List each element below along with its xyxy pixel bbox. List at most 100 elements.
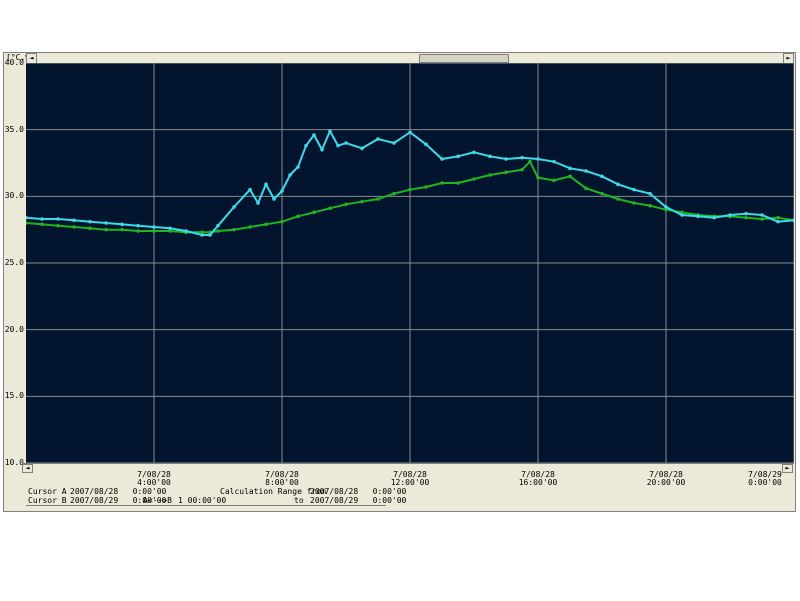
series-1-point: [552, 159, 556, 164]
series-2-point: [520, 167, 524, 172]
series-2-point: [424, 185, 428, 189]
x-tick-time: 4:00'00: [137, 478, 171, 487]
series-1-point: [648, 191, 652, 196]
y-tick-label: 30.0: [4, 191, 24, 201]
series-1-point: [376, 137, 380, 141]
series-2-point: [40, 222, 44, 227]
series-2-point: [552, 178, 556, 183]
series-1-point: [288, 173, 292, 177]
series-2-point: [584, 186, 588, 191]
series-1-point: [616, 182, 620, 187]
bottom-scrollbar[interactable]: ◄ ►: [22, 463, 794, 473]
series-2-point: [456, 181, 460, 185]
x-tick-label: 7/08/28 8:00'00: [252, 471, 312, 487]
series-2-point: [536, 175, 540, 180]
series-2-point: [328, 206, 332, 211]
series-1-point: [280, 189, 284, 193]
plot-area[interactable]: [26, 63, 794, 463]
series-1-point: [26, 215, 28, 220]
series-2-point: [528, 159, 532, 164]
y-tick-label: 40.0: [4, 58, 24, 67]
series-1-point: [712, 215, 716, 220]
x-tick-time: 0:00'00: [748, 478, 782, 487]
x-tick-date: 7/08/28: [393, 470, 427, 479]
series-1-point: [568, 166, 572, 171]
series-2-point: [376, 197, 380, 201]
series-1-point: [216, 223, 220, 228]
x-tick-date: 7/08/28: [265, 470, 299, 479]
cursor-a-value: 2007/08/28 0:00'00: [70, 487, 167, 496]
series-1-point: [696, 214, 700, 219]
series-1-point: [456, 154, 460, 159]
series-1-point: [208, 233, 212, 237]
series-2-point: [680, 210, 684, 215]
channel-tab-bar[interactable]: [26, 505, 386, 512]
chart-window: [°C,%] ◄ ► 10.0 15.0 20.0 25.0 30.0 35.0 40.0 …: [3, 52, 796, 512]
series-1-point: [120, 222, 124, 227]
y-tick-label: 25.0: [4, 258, 24, 267]
series-2-point: [200, 230, 204, 235]
x-tick-time: 16:00'00: [518, 478, 558, 487]
x-tick-label: 7/08/28 16:00'00: [508, 471, 568, 487]
series-2-point: [504, 170, 508, 175]
zoom-minus-icon[interactable]: ◄: [22, 464, 33, 473]
series-1-point: [488, 154, 492, 159]
series-2-point: [232, 227, 236, 232]
series-2-point: [344, 202, 348, 207]
y-unit-label: [°C,%]: [6, 53, 35, 62]
series-2-point: [568, 174, 572, 179]
series-2: [26, 159, 794, 235]
x-tick-time: 12:00'00: [390, 478, 430, 487]
series-2-point: [104, 227, 108, 232]
series-2-point: [280, 219, 284, 224]
x-tick-date: 7/08/28: [137, 470, 171, 479]
series-1-point: [336, 143, 340, 148]
y-tick-label: 10.0: [4, 458, 24, 467]
series-1-point: [440, 157, 444, 161]
series-2-point: [26, 221, 28, 225]
cursor-a-label: Cursor A: [28, 487, 67, 496]
ab-label: A<-->B: [143, 496, 172, 505]
series-1-point: [312, 133, 316, 137]
calc-range-label: Calculation Range from: [220, 487, 326, 496]
series-1-point: [184, 229, 188, 233]
x-tick-label: 7/08/28 12:00'00: [380, 471, 440, 487]
series-2-point: [632, 201, 636, 205]
series-2-point: [440, 181, 444, 185]
series-2-point: [664, 207, 668, 212]
series-2-point: [312, 210, 316, 215]
series-2-point: [72, 225, 76, 229]
series-1-point: [760, 213, 764, 217]
series-1-point: [600, 174, 604, 179]
series-1-point: [232, 205, 236, 209]
series-1-point: [56, 217, 60, 221]
series-2-point: [264, 222, 268, 227]
cursor-b-label: Cursor B: [28, 496, 67, 505]
x-tick-label: 7/08/28 4:00'00: [124, 471, 184, 487]
series-2-point: [648, 203, 652, 208]
series-1-point: [264, 182, 268, 187]
series-1-point: [632, 187, 636, 192]
series-1-point: [296, 165, 300, 169]
series-1-point: [248, 187, 252, 192]
scrollbar-thumb[interactable]: [419, 54, 509, 63]
x-tick-label: 7/08/28 20:00'00: [636, 471, 696, 487]
series-1-point: [256, 201, 260, 205]
series-1-point: [520, 155, 524, 160]
y-tick-label: 20.0: [4, 324, 24, 334]
series-2-point: [392, 191, 396, 196]
series-1-point: [200, 233, 204, 237]
series-1-point: [152, 225, 156, 229]
series-2-point: [248, 225, 252, 229]
series-1-point: [72, 218, 76, 223]
series-2-point: [168, 229, 172, 233]
y-tick-label: 15.0: [4, 391, 24, 401]
series-1-point: [136, 223, 140, 228]
x-tick-date: 7/08/28: [521, 470, 555, 479]
series-1-point: [776, 219, 780, 224]
series-2-point: [488, 173, 492, 177]
zoom-plus-icon[interactable]: ►: [782, 464, 793, 473]
series-1-point: [272, 197, 276, 201]
line-chart: [26, 63, 794, 463]
series-2-point: [408, 187, 412, 192]
